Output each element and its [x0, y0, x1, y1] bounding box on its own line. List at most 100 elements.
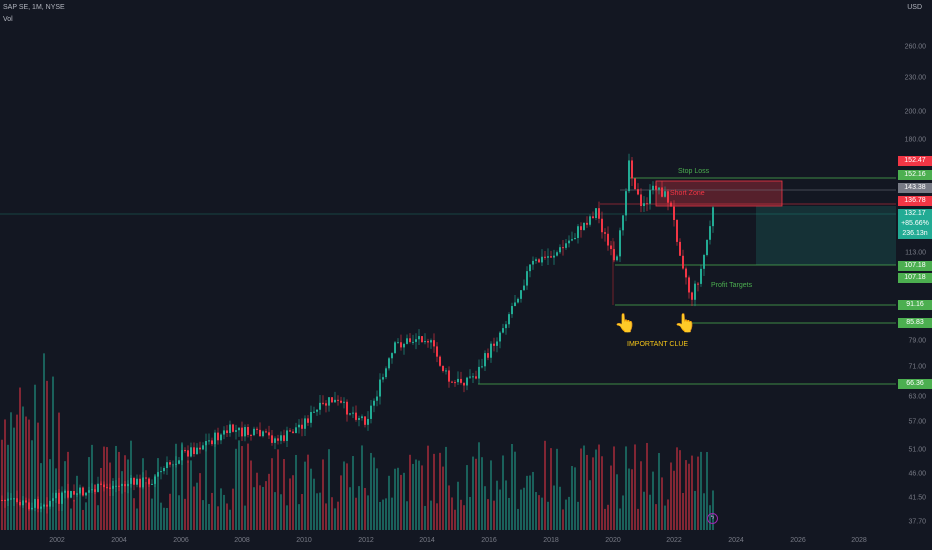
volume-bar: [373, 457, 375, 530]
candle-body: [172, 464, 174, 466]
volume-bar: [220, 488, 222, 530]
volume-bar: [640, 461, 642, 530]
candle-body: [19, 501, 21, 506]
candle-body: [622, 215, 624, 231]
candle-body: [697, 283, 699, 285]
volume-bar: [466, 465, 468, 530]
volume-bar: [481, 457, 483, 530]
volume-bar: [313, 478, 315, 530]
lightning-icon[interactable]: ϟ: [707, 513, 718, 524]
price-badge: 136.78: [898, 196, 932, 206]
candle-body: [130, 477, 132, 484]
candle-body: [709, 226, 711, 240]
candle-body: [355, 412, 357, 420]
volume-bar: [361, 445, 363, 530]
volume-bar: [682, 492, 684, 530]
candle-body: [415, 339, 417, 342]
candle-body: [580, 226, 582, 230]
candle-body: [472, 376, 474, 378]
candle-body: [226, 430, 228, 434]
volume-bar: [532, 471, 534, 530]
currency-label: USD: [907, 4, 922, 11]
volume-bar: [469, 496, 471, 530]
volume-bar: [316, 493, 318, 530]
volume-bar: [550, 448, 552, 530]
volume-indicator-label[interactable]: Vol: [3, 16, 13, 23]
candle-body: [691, 292, 693, 300]
short-zone-box[interactable]: [655, 180, 783, 207]
volume-bar: [673, 470, 675, 530]
price-badge: 152.47: [898, 156, 932, 166]
candle-body: [178, 460, 180, 464]
candle-body: [112, 485, 114, 489]
volume-bar: [310, 468, 312, 530]
price-tick: 41.50: [908, 494, 926, 502]
candle-body: [205, 441, 207, 446]
candle-body: [328, 397, 330, 406]
candle-body: [532, 260, 534, 265]
volume-bar: [538, 495, 540, 530]
candle-body: [439, 356, 441, 366]
volume-bar: [52, 376, 54, 530]
volume-bar: [157, 458, 159, 530]
candle-body: [613, 249, 615, 261]
candle-body: [40, 506, 42, 509]
candle-body: [163, 468, 165, 472]
candle-body: [502, 328, 504, 333]
candle-body: [7, 498, 9, 501]
candle-body: [352, 412, 354, 414]
candle-body: [370, 405, 372, 419]
volume-bar: [145, 482, 147, 530]
volume-bar: [73, 499, 75, 530]
candle-body: [55, 492, 57, 499]
volume-bar: [127, 459, 129, 530]
candle-body: [367, 418, 369, 425]
candle-body: [391, 353, 393, 359]
candle-body: [337, 399, 339, 401]
candle-body: [73, 491, 75, 495]
volume-bar: [592, 457, 594, 530]
candle-body: [136, 478, 138, 485]
profit-zone-box: [756, 206, 896, 265]
candle-body: [82, 487, 84, 496]
candle-body: [61, 492, 63, 504]
candle-body: [343, 401, 345, 403]
volume-bar: [346, 463, 348, 530]
volume-bar: [463, 505, 465, 530]
candle-body: [361, 416, 363, 419]
volume-bar: [460, 499, 462, 530]
candle-body: [121, 484, 123, 486]
volume-bar: [670, 462, 672, 530]
candle-body: [67, 490, 69, 498]
volume-bar: [166, 507, 168, 530]
year-tick: 2024: [728, 537, 744, 544]
volume-bar: [448, 485, 450, 530]
volume-bar: [454, 509, 456, 530]
symbol-title[interactable]: SAP SE, 1M, NYSE: [3, 4, 65, 11]
candle-body: [475, 376, 477, 379]
volume-bar: [370, 452, 372, 530]
volume-bar: [541, 497, 543, 530]
volume-bar: [496, 480, 498, 530]
volume-bar: [691, 455, 693, 530]
volume-bar: [613, 446, 615, 530]
volume-bar: [34, 384, 36, 530]
candle-body: [193, 447, 195, 455]
year-tick: 2014: [419, 537, 435, 544]
volume-bar: [151, 498, 153, 530]
price-axis[interactable]: 260.00 230.00 200.00 180.00 113.00 79.00…: [896, 0, 932, 532]
volume-bar: [427, 445, 429, 530]
price-badge: 85.83: [898, 318, 932, 328]
candle-body: [454, 382, 456, 384]
volume-bar: [520, 489, 522, 530]
price-badge: 91.16: [898, 300, 932, 310]
volume-bar: [526, 475, 528, 530]
volume-bar: [475, 458, 477, 530]
volume-bar: [457, 481, 459, 530]
profit-targets-label: Profit Targets: [711, 282, 753, 289]
price-tick: 79.00: [908, 337, 926, 345]
volume-bar: [37, 422, 39, 530]
volume-bar: [190, 460, 192, 530]
